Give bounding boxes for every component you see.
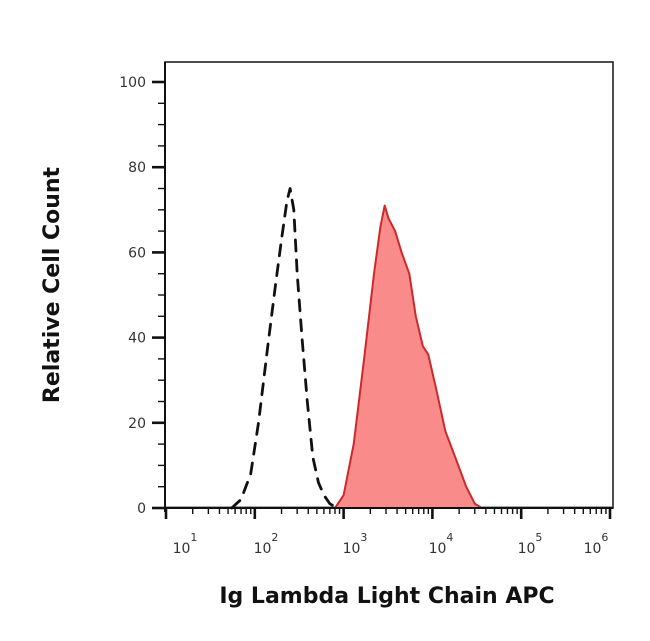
x-tick-label: 105 [518,531,543,557]
stained-histogram-line [334,204,483,509]
control-histogram-line [230,187,339,510]
y-tick-label: 20 [128,416,146,432]
y-axis: 0 20 40 60 80 100 [119,62,166,517]
x-axis: 101 102 103 104 105 106 [160,507,613,557]
x-tick-label: 104 [429,531,454,557]
y-tick-label: 80 [128,160,146,176]
y-tick-label: 60 [128,245,146,261]
y-tick-label: 0 [137,501,146,517]
x-tick-label: 103 [343,531,368,557]
x-axis-title: Ig Lambda Light Chain APC [219,584,554,609]
plot-series [166,187,612,510]
series-fill [335,205,482,508]
x-tick-label: 101 [173,531,198,557]
y-axis-title: Relative Cell Count [40,166,65,403]
y-tick-label: 40 [128,331,146,347]
x-tick-label: 102 [254,531,279,557]
x-tick-label: 106 [584,531,609,557]
y-tick-label: 100 [119,75,146,91]
